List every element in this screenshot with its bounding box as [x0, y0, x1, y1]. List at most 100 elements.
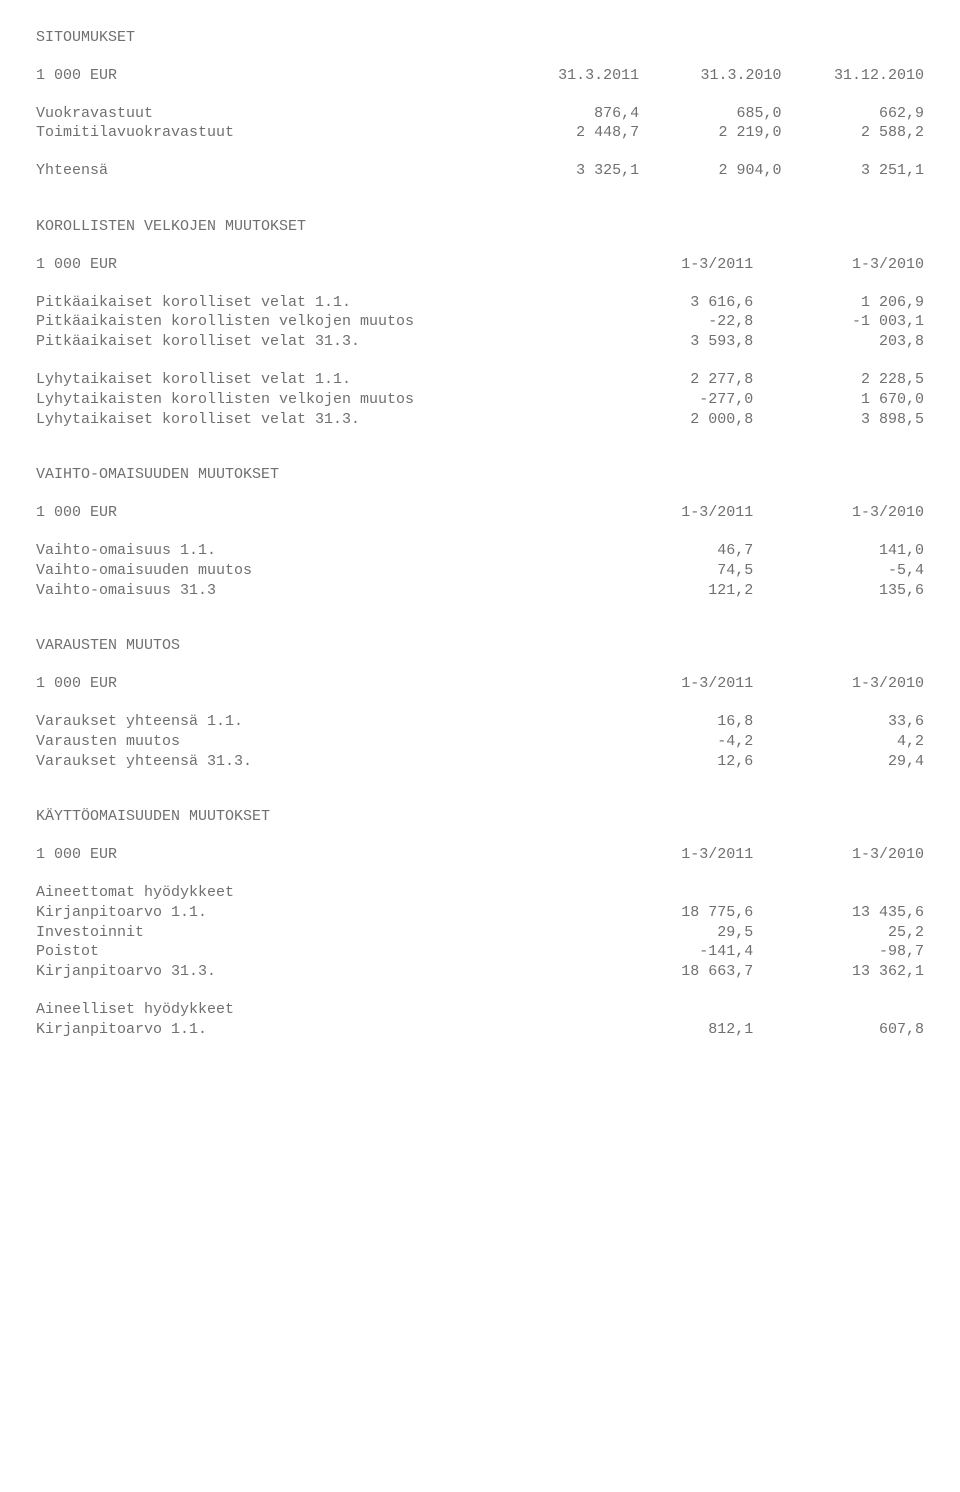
col-header: 1-3/2011	[582, 674, 753, 694]
section-title-kayttoomaisuuden: KÄYTTÖOMAISUUDEN MUUTOKSET	[36, 807, 924, 827]
subsection-label: Aineelliset hyödykkeet	[36, 1000, 924, 1020]
table-row: Vaihto-omaisuus 1.1. 46,7 141,0	[36, 541, 924, 561]
row-label: Toimitilavuokravastuut	[36, 123, 497, 143]
cell-value: -98,7	[753, 942, 924, 962]
cell-value: 203,8	[753, 332, 924, 352]
cell-value: -141,4	[582, 942, 753, 962]
cell-value: -22,8	[582, 312, 753, 332]
cell-value: 25,2	[753, 923, 924, 943]
cell-value: 4,2	[753, 732, 924, 752]
table-header-row: 1 000 EUR 1-3/2011 1-3/2010	[36, 674, 924, 694]
cell-value: -5,4	[753, 561, 924, 581]
cell-value: 13 435,6	[753, 903, 924, 923]
table-header-row: 1 000 EUR 1-3/2011 1-3/2010	[36, 255, 924, 275]
row-label: Kirjanpitoarvo 1.1.	[36, 903, 582, 923]
cell-value: 29,4	[753, 752, 924, 772]
cell-value: 33,6	[753, 712, 924, 732]
cell-value: 1 206,9	[753, 293, 924, 313]
cell-value: 16,8	[582, 712, 753, 732]
row-label: Varausten muutos	[36, 732, 582, 752]
cell-value: 2 588,2	[782, 123, 924, 143]
table-row: Varaukset yhteensä 31.3. 12,6 29,4	[36, 752, 924, 772]
col-header: 1-3/2011	[582, 845, 753, 865]
col-header: 31.12.2010	[782, 66, 924, 86]
table-row: Poistot -141,4 -98,7	[36, 942, 924, 962]
cell-value: 3 251,1	[782, 161, 924, 181]
table-varausten: 1 000 EUR 1-3/2011 1-3/2010 Varaukset yh…	[36, 674, 924, 771]
row-label: Poistot	[36, 942, 582, 962]
table-sitoumukset: 1 000 EUR 31.3.2011 31.3.2010 31.12.2010…	[36, 66, 924, 181]
table-row: Toimitilavuokravastuut 2 448,7 2 219,0 2…	[36, 123, 924, 143]
cell-value: 135,6	[753, 581, 924, 601]
cell-value: 2 277,8	[582, 370, 753, 390]
row-label: Lyhytaikaiset korolliset velat 1.1.	[36, 370, 582, 390]
table-row: Lyhytaikaiset korolliset velat 31.3. 2 0…	[36, 410, 924, 430]
col-header: 1-3/2011	[582, 255, 753, 275]
row-label: Lyhytaikaiset korolliset velat 31.3.	[36, 410, 582, 430]
section-title-vaihto: VAIHTO-OMAISUUDEN MUUTOKSET	[36, 465, 924, 485]
table-row: Pitkäaikaisten korollisten velkojen muut…	[36, 312, 924, 332]
cell-value: 876,4	[497, 104, 639, 124]
table-vaihto: 1 000 EUR 1-3/2011 1-3/2010 Vaihto-omais…	[36, 503, 924, 600]
cell-value: 2 904,0	[639, 161, 781, 181]
cell-value: 662,9	[782, 104, 924, 124]
unit-label: 1 000 EUR	[36, 255, 582, 275]
row-label: Yhteensä	[36, 161, 497, 181]
col-header: 1-3/2010	[753, 255, 924, 275]
table-kayttoomaisuuden: 1 000 EUR 1-3/2011 1-3/2010 Aineettomat …	[36, 845, 924, 1039]
table-row: Vuokravastuut 876,4 685,0 662,9	[36, 104, 924, 124]
table-header-row: 1 000 EUR 1-3/2011 1-3/2010	[36, 503, 924, 523]
table-row: Lyhytaikaiset korolliset velat 1.1. 2 27…	[36, 370, 924, 390]
cell-value: 2 448,7	[497, 123, 639, 143]
row-label: Kirjanpitoarvo 1.1.	[36, 1020, 582, 1040]
cell-value: 3 898,5	[753, 410, 924, 430]
subsection-row: Aineettomat hyödykkeet	[36, 883, 924, 903]
table-row: Vaihto-omaisuuden muutos 74,5 -5,4	[36, 561, 924, 581]
row-label: Vuokravastuut	[36, 104, 497, 124]
table-row: Kirjanpitoarvo 1.1. 812,1 607,8	[36, 1020, 924, 1040]
table-header-row: 1 000 EUR 31.3.2011 31.3.2010 31.12.2010	[36, 66, 924, 86]
table-row: Kirjanpitoarvo 31.3. 18 663,7 13 362,1	[36, 962, 924, 982]
cell-value: 3 325,1	[497, 161, 639, 181]
section-title-varausten: VARAUSTEN MUUTOS	[36, 636, 924, 656]
table-header-row: 1 000 EUR 1-3/2011 1-3/2010	[36, 845, 924, 865]
col-header: 1-3/2011	[582, 503, 753, 523]
cell-value: 46,7	[582, 541, 753, 561]
row-label: Lyhytaikaisten korollisten velkojen muut…	[36, 390, 582, 410]
table-row: Kirjanpitoarvo 1.1. 18 775,6 13 435,6	[36, 903, 924, 923]
row-label: Vaihto-omaisuus 1.1.	[36, 541, 582, 561]
row-label: Investoinnit	[36, 923, 582, 943]
cell-value: 29,5	[582, 923, 753, 943]
table-total-row: Yhteensä 3 325,1 2 904,0 3 251,1	[36, 161, 924, 181]
table-korollisten: 1 000 EUR 1-3/2011 1-3/2010 Pitkäaikaise…	[36, 255, 924, 430]
row-label: Pitkäaikaisten korollisten velkojen muut…	[36, 312, 582, 332]
cell-value: 18 663,7	[582, 962, 753, 982]
unit-label: 1 000 EUR	[36, 674, 582, 694]
cell-value: 141,0	[753, 541, 924, 561]
row-label: Vaihto-omaisuus 31.3	[36, 581, 582, 601]
cell-value: -1 003,1	[753, 312, 924, 332]
cell-value: 121,2	[582, 581, 753, 601]
subsection-label: Aineettomat hyödykkeet	[36, 883, 924, 903]
table-row: Vaihto-omaisuus 31.3 121,2 135,6	[36, 581, 924, 601]
cell-value: 12,6	[582, 752, 753, 772]
cell-value: -4,2	[582, 732, 753, 752]
cell-value: 812,1	[582, 1020, 753, 1040]
row-label: Vaihto-omaisuuden muutos	[36, 561, 582, 581]
unit-label: 1 000 EUR	[36, 66, 497, 86]
cell-value: 2 219,0	[639, 123, 781, 143]
subsection-row: Aineelliset hyödykkeet	[36, 1000, 924, 1020]
table-row: Lyhytaikaisten korollisten velkojen muut…	[36, 390, 924, 410]
row-label: Kirjanpitoarvo 31.3.	[36, 962, 582, 982]
col-header: 1-3/2010	[753, 503, 924, 523]
row-label: Pitkäaikaiset korolliset velat 31.3.	[36, 332, 582, 352]
table-row: Investoinnit 29,5 25,2	[36, 923, 924, 943]
cell-value: 1 670,0	[753, 390, 924, 410]
row-label: Varaukset yhteensä 1.1.	[36, 712, 582, 732]
cell-value: -277,0	[582, 390, 753, 410]
col-header: 1-3/2010	[753, 674, 924, 694]
cell-value: 18 775,6	[582, 903, 753, 923]
table-row: Varaukset yhteensä 1.1. 16,8 33,6	[36, 712, 924, 732]
cell-value: 2 228,5	[753, 370, 924, 390]
col-header: 31.3.2011	[497, 66, 639, 86]
